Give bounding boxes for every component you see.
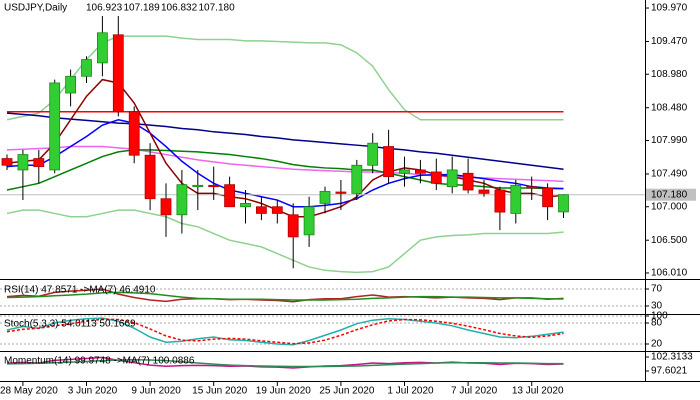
y-tick-label: 102.3133 [651,352,693,363]
candle-body [303,206,315,236]
plot-layer [0,16,645,369]
candle-body [97,32,108,64]
header-value: 107.189 [124,3,161,14]
candle-body [17,154,29,171]
y-tick-label: 100 [651,311,668,322]
candle-body [176,184,188,216]
y-tick-label: 70 [651,284,663,295]
x-tick-label: 19 Jun 2020 [256,386,311,397]
x-tick-label: 28 May 2020 [0,386,58,397]
y-tick-label: 107.490 [651,169,688,180]
candle-body [558,194,569,213]
candle-body [112,34,124,113]
candle-body [542,187,553,208]
y-tick-label: 109.470 [651,36,688,47]
header-value: 107.180 [199,3,236,14]
y-tick-label: 108.480 [651,102,688,113]
indicator-line [6,317,564,346]
candle-body [335,191,347,194]
y-tick-label: 80 [651,318,663,329]
x-tick-label: 9 Jun 2020 [131,386,181,397]
y-tick-label: 106.500 [651,235,688,246]
candle-body [192,184,204,188]
candle-body [526,186,538,189]
candle-body [351,164,363,194]
moving-average-line [6,209,564,274]
candle-body [240,202,251,208]
candle-body [160,198,172,216]
y-tick-label: 108.980 [651,69,688,80]
candle-body [224,184,236,208]
y-tick-label: 109.970 [651,3,688,14]
candle-body [383,146,395,178]
x-tick-label: 25 Jun 2020 [319,386,374,397]
panel-title: Momentum(14) 99.9748 ->MA(7) 100.0886 [4,356,195,367]
indicator-line [6,358,564,368]
candle-body [65,75,76,94]
x-tick-label: 7 Jul 2020 [451,386,498,397]
candle-body [319,190,331,204]
last-price-box [646,188,696,201]
candle-body [49,82,61,171]
candle-body [1,158,13,166]
y-tick-label: 30 [651,301,663,312]
candle-body [255,206,267,214]
moving-average-line [6,112,564,171]
candle-body [287,214,299,238]
candle-body [430,171,442,184]
candle-body [144,154,156,200]
candle-body [414,169,426,174]
candle-body [399,169,410,174]
candle-body [81,59,92,77]
candle-body [271,206,283,214]
x-tick-label: 15 Jun 2020 [192,386,247,397]
x-tick-label: 1 Jul 2020 [387,386,434,397]
candle-body [128,111,140,156]
candle-body [510,184,522,214]
candle-body [33,158,45,167]
x-tick-label: 3 Jun 2020 [68,386,118,397]
indicator-line [6,288,564,303]
candle-body [494,189,506,213]
candle-body [208,184,220,188]
y-tick-label: 20 [651,339,663,350]
indicator-line [6,318,564,345]
y-tick-label: 97.6021 [651,366,688,377]
candle-body [446,169,458,188]
header-value: 106.923 [86,3,123,14]
panel-title: USDJPY,Daily [4,3,67,14]
x-tick-label: 13 Jul 2020 [512,386,564,397]
y-tick-label: 106.010 [651,268,688,279]
candle-body [462,172,474,191]
y-tick-label: 107.990 [651,135,688,146]
last-price-label: 107.180 [651,189,688,200]
candle-body [478,189,490,194]
header-value: 106.832 [161,3,198,14]
panel-title: RSI(14) 47.8571 ->MA(7) 46.4910 [4,285,156,296]
y-tick-label: 107.000 [651,201,688,212]
panel-title: Stoch(5,3,3) 54.0113 50.1669 [4,319,136,330]
candle-body [367,142,379,166]
indicator-line [6,291,564,301]
